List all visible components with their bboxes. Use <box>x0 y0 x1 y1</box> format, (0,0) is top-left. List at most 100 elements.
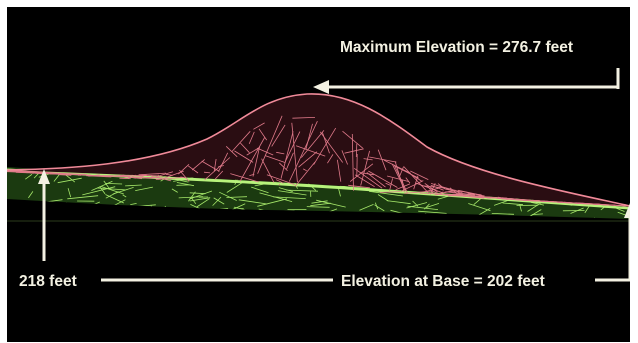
mound-mesh-edge <box>203 171 211 174</box>
ground-mesh-edge <box>251 186 269 194</box>
ground-mesh-edge <box>135 186 153 191</box>
mound-mesh-edge <box>179 169 190 182</box>
mound-mesh-edge <box>389 178 393 191</box>
mound-mesh-edge <box>133 177 143 180</box>
ground-mesh-edge <box>260 213 285 219</box>
ground-mesh-edge <box>207 215 221 219</box>
mound-mesh-edge <box>298 151 318 168</box>
mound-mesh-edge <box>469 195 481 198</box>
ground-mesh-edge <box>57 177 82 184</box>
mound-mesh-edge <box>218 152 229 172</box>
ground-mesh-edge <box>188 191 196 202</box>
ground-mesh-edge <box>67 195 99 200</box>
mound-mesh-edge <box>58 172 79 175</box>
mound-mesh-edge <box>399 166 404 177</box>
mound-mesh-edge <box>341 150 348 165</box>
ground-mesh-edge <box>141 212 148 219</box>
mound-mesh-edge <box>284 131 301 162</box>
ground-mesh-edge <box>42 201 75 213</box>
mound-mesh-edge <box>230 173 259 183</box>
ground-mesh-edge <box>21 205 42 208</box>
mound-mesh-edge <box>265 155 286 163</box>
max-elevation-annotation: Maximum Elevation = 276.7 feet <box>313 39 620 94</box>
mound-mesh-edge <box>349 163 374 182</box>
mound-mesh-edge <box>532 199 540 202</box>
mound-mesh-edge <box>446 191 475 196</box>
ground-mesh-edge <box>106 217 134 219</box>
ground-mesh-edge <box>306 206 330 208</box>
mound-mesh-edge <box>387 175 410 182</box>
ground-mesh-edge <box>171 188 178 193</box>
mound-mesh-edge <box>258 128 268 141</box>
ground-mesh-edge <box>564 185 578 192</box>
max-elevation-label: Maximum Elevation = 276.7 feet <box>340 39 573 56</box>
base-elevation-annotation: Elevation at Base = 202 feet <box>341 203 630 290</box>
mound-mesh-edge <box>426 185 434 194</box>
mound-mesh-edge <box>204 157 231 181</box>
mound-mesh-edge <box>231 131 251 152</box>
ground-mesh-edge <box>212 196 222 206</box>
ground-mesh-edge <box>596 167 620 170</box>
mound-mesh-edge <box>240 142 250 154</box>
mound-mesh-edge <box>458 189 483 196</box>
ground-mesh-edge <box>311 200 328 204</box>
mound-mesh-edge <box>150 175 172 182</box>
mound-mesh-edge <box>305 123 313 150</box>
mound-mesh-edge <box>292 117 316 119</box>
ground-mesh-edge <box>530 201 544 206</box>
ground-mesh-edge <box>257 198 288 207</box>
mound-mesh-edge <box>394 165 419 179</box>
ground-mesh-edge <box>252 214 275 216</box>
mound-mesh-edge <box>500 198 509 200</box>
ground-mesh-edge <box>189 192 206 195</box>
ground-mesh-edge <box>499 167 518 170</box>
ground-mesh-edge <box>56 217 87 219</box>
ground-mesh-edge <box>359 204 374 211</box>
ground-mesh-edge <box>286 189 319 192</box>
mound-mesh-edge <box>300 130 325 158</box>
ground-mesh-edge <box>511 167 516 176</box>
mound-mesh-edge <box>393 164 408 193</box>
mound-mesh-edge <box>385 182 391 186</box>
ground-mesh-edge <box>622 168 630 172</box>
mound-mesh-edge <box>319 131 344 163</box>
mound-mesh-edge <box>295 145 326 157</box>
mound-mesh-edge <box>234 150 254 163</box>
mound-mesh-edge <box>86 175 112 178</box>
ground-mesh-edge <box>597 180 620 189</box>
ground-mesh-edge <box>213 197 225 205</box>
ground-mesh-edge <box>594 217 598 219</box>
ground-mesh-edge <box>278 187 293 192</box>
ground-mesh-edge <box>137 216 161 219</box>
base-elevation-label: Elevation at Base = 202 feet <box>341 273 545 290</box>
mound-mesh-edge <box>313 127 337 165</box>
mound-mesh-edge <box>288 121 318 182</box>
mound-mesh-edge <box>410 170 429 180</box>
ground-mesh-edge <box>101 213 121 219</box>
diagram-frame: Maximum Elevation = 276.7 feet 218 feet … <box>7 7 630 342</box>
mound-mesh-edge <box>457 191 461 195</box>
ground-mesh-edge <box>362 213 378 219</box>
mound-mesh-edge <box>351 133 354 191</box>
ground-mesh-edge <box>91 180 113 191</box>
ground-mesh-edge <box>503 167 523 170</box>
side-height-label: 218 feet <box>19 273 77 290</box>
ground-mesh-edge <box>377 194 389 202</box>
ground-mesh-edge <box>122 194 127 198</box>
mound-mesh-edge <box>369 156 397 163</box>
ground-mesh-edge <box>125 184 142 187</box>
mound-mesh-edge <box>253 122 265 130</box>
mound-mesh-edge <box>437 193 466 197</box>
ground-mesh-edge <box>600 187 609 196</box>
mound-mesh-edge <box>138 172 167 176</box>
ground-mesh-edge <box>530 167 543 169</box>
mound-mesh-edge <box>256 147 274 156</box>
ground-mesh-edge <box>575 174 584 178</box>
mound-mesh-edge <box>59 174 72 176</box>
ground-mesh-edge <box>414 212 427 219</box>
max-elevation-arrowhead-icon <box>313 80 329 94</box>
ground-mesh-edge <box>130 203 137 205</box>
ground-mesh-edge <box>353 218 371 219</box>
ground-mesh-edge <box>386 200 411 205</box>
mound-mesh-edge <box>480 194 485 198</box>
